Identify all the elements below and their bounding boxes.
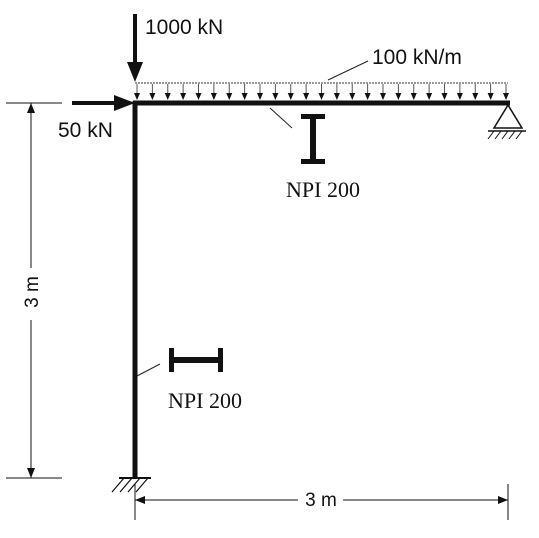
horizontal-load-arrow-head [114,95,135,111]
fixed-support [111,477,151,493]
vertical-load-arrow-head [127,62,143,82]
distributed-load-arrow-head [472,93,479,100]
beam-section-label: NPI 200 [286,177,360,202]
distributed-load-arrow-head [195,93,202,100]
column-section-label: NPI 200 [168,388,242,413]
distributed-load-arrow-head [441,93,448,100]
column-section-web [169,357,223,363]
distributed-load-arrow-head [241,93,248,100]
distributed-load-arrow-head [349,93,356,100]
beam-section-leader [269,107,293,129]
beam-section: NPI 200 [269,107,360,202]
distributed-load-arrow-head [318,93,325,100]
span-dim-label: 3 m [305,490,337,511]
column-section: NPI 200 [136,348,242,413]
distributed-load-arrow-head [503,93,509,100]
distributed-load-label: 100 kN/m [372,46,462,69]
pin-triangle [492,103,524,129]
beam-section-bottom-flange [301,159,325,164]
distributed-load-arrow-head [380,93,386,100]
column-section-right-flange [218,348,223,372]
fixed-hatch [111,477,149,493]
distributed-load-arrow-head [364,93,371,100]
distributed-load-arrow-head [287,93,294,100]
distributed-load-arrow-head [149,93,156,100]
pin-hatch [487,130,523,140]
distributed-load-arrow-head [487,93,494,100]
distributed-load-arrow-head [210,93,217,100]
pinned-support [487,103,526,140]
distributed-load-arrow-head [395,93,402,100]
height-dim-label: 3 m [22,276,43,308]
vertical-point-load: 1000 kN [127,14,223,82]
vertical-load-label: 1000 kN [145,16,223,39]
distributed-load-leader [327,60,369,81]
distributed-load-arrow-head [257,93,263,100]
distributed-load-arrow-head [426,93,433,100]
distributed-load-arrow-head [456,93,463,100]
column-section-leader [136,363,161,377]
distributed-load-arrow-head [226,93,233,100]
distributed-load: 100 kN/m [134,46,509,100]
span-dimension: 3 m [134,484,509,520]
distributed-load-arrow-head [272,93,279,100]
distributed-load-arrows [134,84,509,100]
beam-section-web [310,114,316,164]
distributed-load-arrow-head [180,93,187,100]
distributed-load-arrow-head [134,93,140,100]
horizontal-load-label: 50 kN [58,119,113,142]
height-dimension: 3 m [6,102,62,479]
distributed-load-arrow-head [303,93,310,100]
distributed-load-arrow-head [164,93,171,100]
horizontal-point-load: 50 kN [58,95,135,142]
distributed-load-arrow-head [333,93,340,100]
distributed-load-arrow-head [410,93,417,100]
